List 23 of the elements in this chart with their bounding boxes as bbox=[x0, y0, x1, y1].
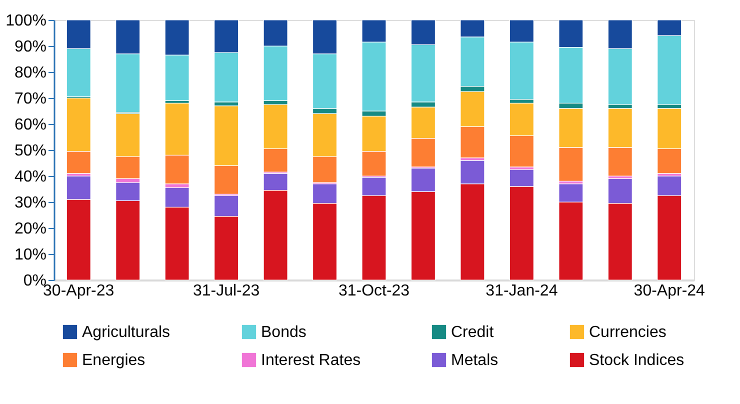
x-tick-label: 31-Oct-23 bbox=[338, 282, 410, 300]
y-tick-label: 60% bbox=[14, 116, 46, 134]
legend-label: Bonds bbox=[261, 324, 306, 341]
legend-label: Stock Indices bbox=[589, 352, 684, 369]
x-tick-label: 31-Jul-23 bbox=[192, 282, 260, 300]
legend-label: Credit bbox=[451, 324, 494, 341]
x-tick-label: 30-Apr-23 bbox=[43, 282, 114, 300]
legend-label: Energies bbox=[82, 352, 146, 369]
y-tick-label: 10% bbox=[14, 246, 46, 264]
y-tick-label: 40% bbox=[14, 168, 46, 186]
x-tick-label: 31-Jan-24 bbox=[486, 282, 558, 300]
y-tick-label: 90% bbox=[14, 38, 46, 56]
x-tick-label: 30-Apr-24 bbox=[634, 282, 706, 300]
y-tick-label: 100% bbox=[6, 12, 46, 30]
y-tick-label: 30% bbox=[14, 194, 46, 212]
legend-label: Agriculturals bbox=[82, 324, 170, 341]
y-tick-label: 20% bbox=[14, 220, 46, 238]
legend-label: Metals bbox=[451, 352, 498, 369]
legend-label: Interest Rates bbox=[261, 352, 361, 369]
y-tick-label: 50% bbox=[14, 142, 46, 160]
y-tick-label: 80% bbox=[14, 64, 46, 82]
legend-label: Currencies bbox=[589, 324, 666, 341]
y-tick-label: 70% bbox=[14, 90, 46, 108]
